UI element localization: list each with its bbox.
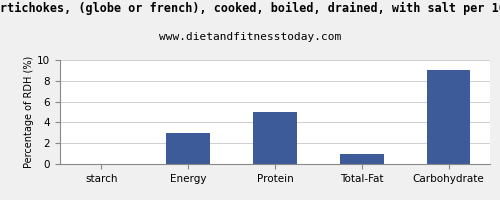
Y-axis label: Percentage of RDH (%): Percentage of RDH (%) <box>24 56 34 168</box>
Bar <box>166 133 210 164</box>
Text: rtichokes, (globe or french), cooked, boiled, drained, with salt per 100: rtichokes, (globe or french), cooked, bo… <box>0 2 500 15</box>
Text: www.dietandfitnesstoday.com: www.dietandfitnesstoday.com <box>159 32 341 42</box>
Bar <box>340 154 384 164</box>
Bar <box>254 112 296 164</box>
Bar <box>427 70 470 164</box>
